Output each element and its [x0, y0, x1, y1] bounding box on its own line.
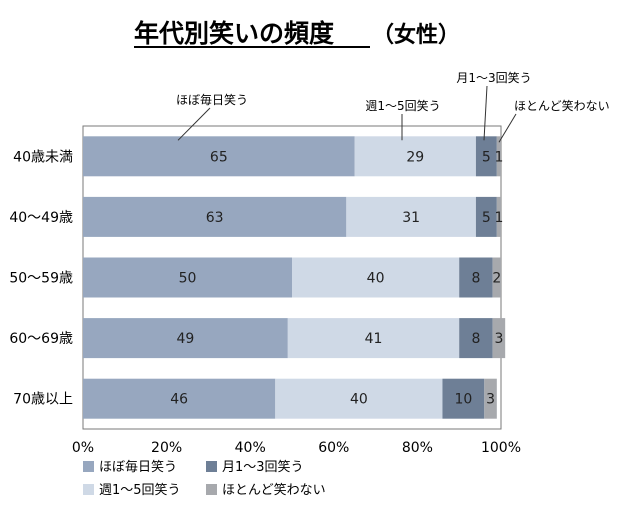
bar-segment-2-2 — [346, 196, 476, 237]
data-label-2-1: 63 — [206, 210, 224, 226]
legend-label-4: ほとんど笑わない — [222, 482, 326, 498]
bar-segment-4-2 — [287, 318, 460, 359]
data-label-4-2: 41 — [365, 331, 383, 347]
legend-label-2: 週1～5回笑う — [99, 482, 181, 498]
bar-segment-5-4 — [484, 378, 497, 419]
bar-segment-3-3 — [459, 257, 493, 298]
x-tick-label-4: 60% — [318, 440, 349, 456]
data-label-5-1: 46 — [170, 392, 188, 408]
bar-segment-4-1 — [83, 318, 288, 359]
bar-segment-1-1 — [83, 136, 355, 177]
callout-label-1: ほぼ毎日笑う — [176, 92, 248, 107]
data-label-2-4: 1 — [494, 210, 503, 226]
data-label-3-1: 50 — [179, 271, 197, 287]
bar-segment-4-4 — [492, 318, 506, 359]
bar-segment-3-2 — [292, 257, 460, 298]
x-tick-label-5: 80% — [402, 440, 433, 456]
data-label-5-4: 3 — [486, 392, 495, 408]
callout-label-4: ほとんど笑わない — [514, 98, 610, 113]
data-label-1-1: 65 — [210, 149, 228, 165]
callout-label-2: 週1～5回笑う — [365, 98, 440, 113]
bar-segment-5-1 — [83, 378, 276, 419]
category-label-4: 60～69歳 — [9, 331, 73, 347]
data-label-4-1: 49 — [176, 331, 194, 347]
bar-segment-2-3 — [475, 196, 497, 237]
legend-swatch-3 — [206, 461, 217, 472]
legend-swatch-4 — [206, 484, 217, 495]
category-label-1: 40歳未満 — [13, 149, 73, 165]
bar-segment-5-3 — [442, 378, 485, 419]
callout-line-1 — [177, 107, 211, 141]
chart-title: 年代別笑いの頻度 — [134, 19, 334, 48]
data-label-5-2: 40 — [350, 392, 368, 408]
legend-label-1: ほぼ毎日笑う — [99, 459, 177, 475]
data-label-1-2: 29 — [406, 149, 424, 165]
bar-segment-2-4 — [496, 196, 501, 237]
data-label-2-3: 5 — [482, 210, 491, 226]
callout-line-3 — [483, 85, 488, 141]
category-label-3: 50～59歳 — [9, 271, 73, 287]
legend-swatch-2 — [83, 484, 94, 495]
x-tick-label-2: 20% — [151, 440, 182, 456]
bar-segment-1-3 — [475, 136, 497, 177]
data-label-1-3: 5 — [482, 149, 491, 165]
data-label-3-3: 8 — [471, 271, 480, 287]
data-label-4-3: 8 — [471, 331, 480, 347]
bar-segment-5-2 — [275, 378, 443, 419]
data-label-3-2: 40 — [367, 271, 385, 287]
bar-segment-3-1 — [83, 257, 292, 298]
x-tick-label-1: 0% — [72, 440, 94, 456]
category-label-2: 40～49歳 — [9, 210, 73, 226]
bar-segment-3-4 — [492, 257, 501, 298]
category-label-5: 70歳以上 — [13, 392, 73, 408]
chart-subtitle: （女性） — [372, 22, 460, 48]
legend-swatch-1 — [83, 461, 94, 472]
x-tick-label-6: 100% — [481, 440, 521, 456]
bar-segment-2-1 — [83, 196, 347, 237]
callout-line-4 — [498, 113, 517, 143]
data-label-3-4: 2 — [492, 271, 501, 287]
bar-segment-1-2 — [354, 136, 476, 177]
bar-segment-4-3 — [459, 318, 493, 359]
legend-label-3: 月1～3回笑う — [222, 459, 304, 475]
data-label-2-2: 31 — [402, 210, 420, 226]
data-label-5-3: 10 — [454, 392, 472, 408]
data-label-4-4: 3 — [494, 331, 503, 347]
x-tick-label-3: 40% — [235, 440, 266, 456]
data-label-1-4: 1 — [494, 149, 503, 165]
bar-segment-1-4 — [496, 136, 501, 177]
callout-label-3: 月1～3回笑う — [456, 70, 531, 85]
